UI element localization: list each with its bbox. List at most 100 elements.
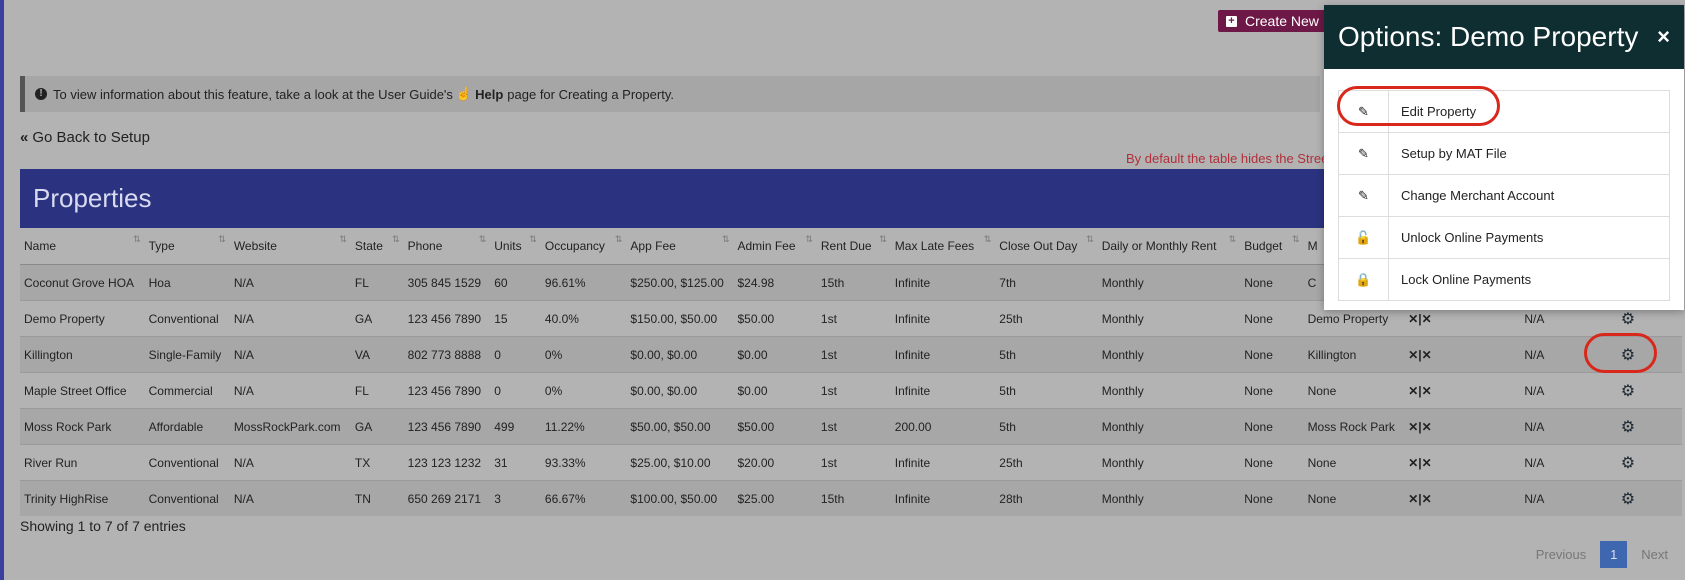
table-cell: 5th: [995, 408, 1098, 445]
column-label: Rent Due: [820, 239, 872, 253]
row-actions-cell: ⚙: [1602, 408, 1682, 445]
option-unlock-online-payments[interactable]: 🔓 Unlock Online Payments: [1339, 217, 1669, 259]
column-label: State: [354, 239, 383, 253]
column-header[interactable]: Close Out Day ⇅: [995, 228, 1098, 265]
table-cell: $50.00: [733, 408, 817, 445]
option-change-merchant-account[interactable]: ✎ Change Merchant Account: [1339, 175, 1669, 217]
table-cell: Conventional: [144, 480, 230, 516]
next-button[interactable]: Next: [1641, 547, 1668, 562]
table-row: River Run Conventional N/A TX 123 123 1232 31…: [20, 444, 1682, 481]
table-cell: 1st: [816, 336, 891, 373]
table-row: Maple Street Office Commercial N/A FL 123 45…: [20, 372, 1682, 409]
edit-icon: ✎: [1339, 175, 1389, 216]
table-cell: TX: [350, 444, 404, 481]
column-header[interactable]: Type ⇅: [144, 228, 230, 265]
table-cell: Monthly: [1097, 300, 1241, 337]
option-setup-by-mat-file[interactable]: ✎ Setup by MAT File: [1339, 133, 1669, 175]
table-cell: N/A: [229, 444, 351, 481]
table-cell: $24.98: [733, 264, 817, 301]
column-header[interactable]: App Fee ⇅: [626, 228, 734, 265]
table-cell: 96.61%: [540, 264, 627, 301]
option-label: Setup by MAT File: [1401, 146, 1507, 161]
table-note: By default the table hides the Stree: [1126, 151, 1329, 166]
table-cell: GA: [350, 408, 404, 445]
sort-icon: ⇅: [529, 234, 537, 244]
table-cell: 1st: [816, 444, 891, 481]
sort-icon: ⇅: [1086, 234, 1094, 244]
edit-icon: ✎: [1339, 91, 1389, 132]
create-new-button[interactable]: + Create New: [1218, 10, 1329, 32]
table-cell: 15th: [816, 480, 891, 516]
table-cell: ✕|✕: [1404, 480, 1521, 516]
table-cell: None: [1303, 444, 1405, 481]
column-label: M: [1307, 239, 1318, 253]
table-cell: MossRockPark.com: [229, 408, 351, 445]
table-cell: 5th: [995, 336, 1098, 373]
table-cell: TN: [350, 480, 404, 516]
table-cell: Monthly: [1097, 264, 1241, 301]
table-cell: N/A: [229, 480, 351, 516]
row-actions-cell: ⚙: [1602, 336, 1682, 373]
table-cell: N/A: [1520, 444, 1603, 481]
column-label: Name: [24, 239, 57, 253]
option-label: Unlock Online Payments: [1401, 230, 1544, 245]
table-cell: 1st: [816, 408, 891, 445]
previous-button[interactable]: Previous: [1535, 547, 1587, 562]
table-row: Killington Single-Family N/A VA 802 773 8888…: [20, 336, 1682, 373]
table-cell: None: [1240, 408, 1304, 445]
column-label: Type: [148, 239, 175, 253]
column-header[interactable]: Website ⇅: [229, 228, 351, 265]
table-cell: N/A: [229, 372, 351, 409]
info-icon: !: [35, 88, 47, 100]
option-lock-online-payments[interactable]: 🔒 Lock Online Payments: [1339, 259, 1669, 300]
table-cell: $25.00, $10.00: [626, 444, 734, 481]
sort-icon: ⇅: [614, 234, 623, 244]
column-header[interactable]: Admin Fee ⇅: [733, 228, 817, 265]
table-cell: 305 845 1529: [403, 264, 491, 301]
column-label: Phone: [407, 239, 443, 253]
gear-icon[interactable]: ⚙: [1620, 418, 1636, 436]
table-cell: N/A: [1520, 480, 1603, 516]
table-cell: 200.00: [890, 408, 996, 445]
table-cell: N/A: [1520, 336, 1603, 373]
column-header[interactable]: Budget ⇅: [1240, 228, 1304, 265]
column-header[interactable]: Rent Due ⇅: [816, 228, 891, 265]
table-cell: None: [1303, 372, 1405, 409]
column-label: Website: [233, 239, 277, 253]
table-cell: Monthly: [1097, 336, 1241, 373]
go-back-link[interactable]: « Go Back to Setup: [20, 129, 150, 146]
table-cell: $0.00, $0.00: [626, 336, 734, 373]
gear-icon[interactable]: ⚙: [1620, 490, 1636, 508]
option-edit-property[interactable]: ✎ Edit Property: [1339, 91, 1669, 133]
column-header[interactable]: Daily or Monthly Rent ⇅: [1097, 228, 1241, 265]
row-actions-cell: ⚙: [1602, 372, 1682, 409]
table-row: Moss Rock Park Affordable MossRockPark.com…: [20, 408, 1682, 445]
gear-icon[interactable]: ⚙: [1620, 454, 1636, 472]
gear-icon[interactable]: ⚙: [1620, 382, 1636, 400]
page-1-button[interactable]: 1: [1600, 541, 1628, 568]
table-cell: Single-Family: [144, 336, 230, 373]
table-cell: 15th: [816, 264, 891, 301]
table-cell: River Run: [20, 444, 145, 481]
gear-icon[interactable]: ⚙: [1620, 310, 1636, 328]
table-cell: Hoa: [144, 264, 230, 301]
column-header[interactable]: Phone ⇅: [403, 228, 491, 265]
table-cell: 499: [490, 408, 541, 445]
column-header[interactable]: Name ⇅: [20, 228, 145, 265]
sort-icon: ⇅: [879, 234, 887, 244]
table-cell: 40.0%: [540, 300, 627, 337]
info-banner: ! To view information about this feature…: [20, 76, 1320, 112]
column-header[interactable]: Occupancy ⇅: [540, 228, 627, 265]
column-header[interactable]: State ⇅: [350, 228, 404, 265]
table-cell: Monthly: [1097, 408, 1241, 445]
table-cell: Conventional: [144, 444, 230, 481]
column-header[interactable]: Max Late Fees ⇅: [890, 228, 996, 265]
close-icon[interactable]: ×: [1657, 24, 1670, 49]
table-cell: 15: [490, 300, 541, 337]
help-link[interactable]: Help: [475, 86, 504, 102]
table-cell: None: [1240, 372, 1304, 409]
table-cell: None: [1240, 480, 1304, 516]
gear-icon[interactable]: ⚙: [1620, 346, 1636, 364]
column-header[interactable]: Units ⇅: [490, 228, 541, 265]
column-label: Admin Fee: [737, 239, 796, 253]
